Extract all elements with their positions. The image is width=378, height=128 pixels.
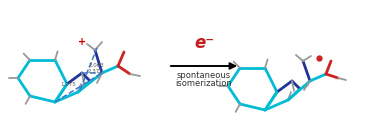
Text: spontaneous: spontaneous — [177, 71, 231, 80]
Text: e⁻: e⁻ — [194, 34, 214, 52]
Text: isomerization: isomerization — [176, 79, 232, 88]
Text: 1.275: 1.275 — [60, 82, 76, 87]
Text: +: + — [78, 37, 86, 47]
Text: 2.063: 2.063 — [88, 63, 104, 68]
Text: 2.371: 2.371 — [88, 69, 104, 74]
